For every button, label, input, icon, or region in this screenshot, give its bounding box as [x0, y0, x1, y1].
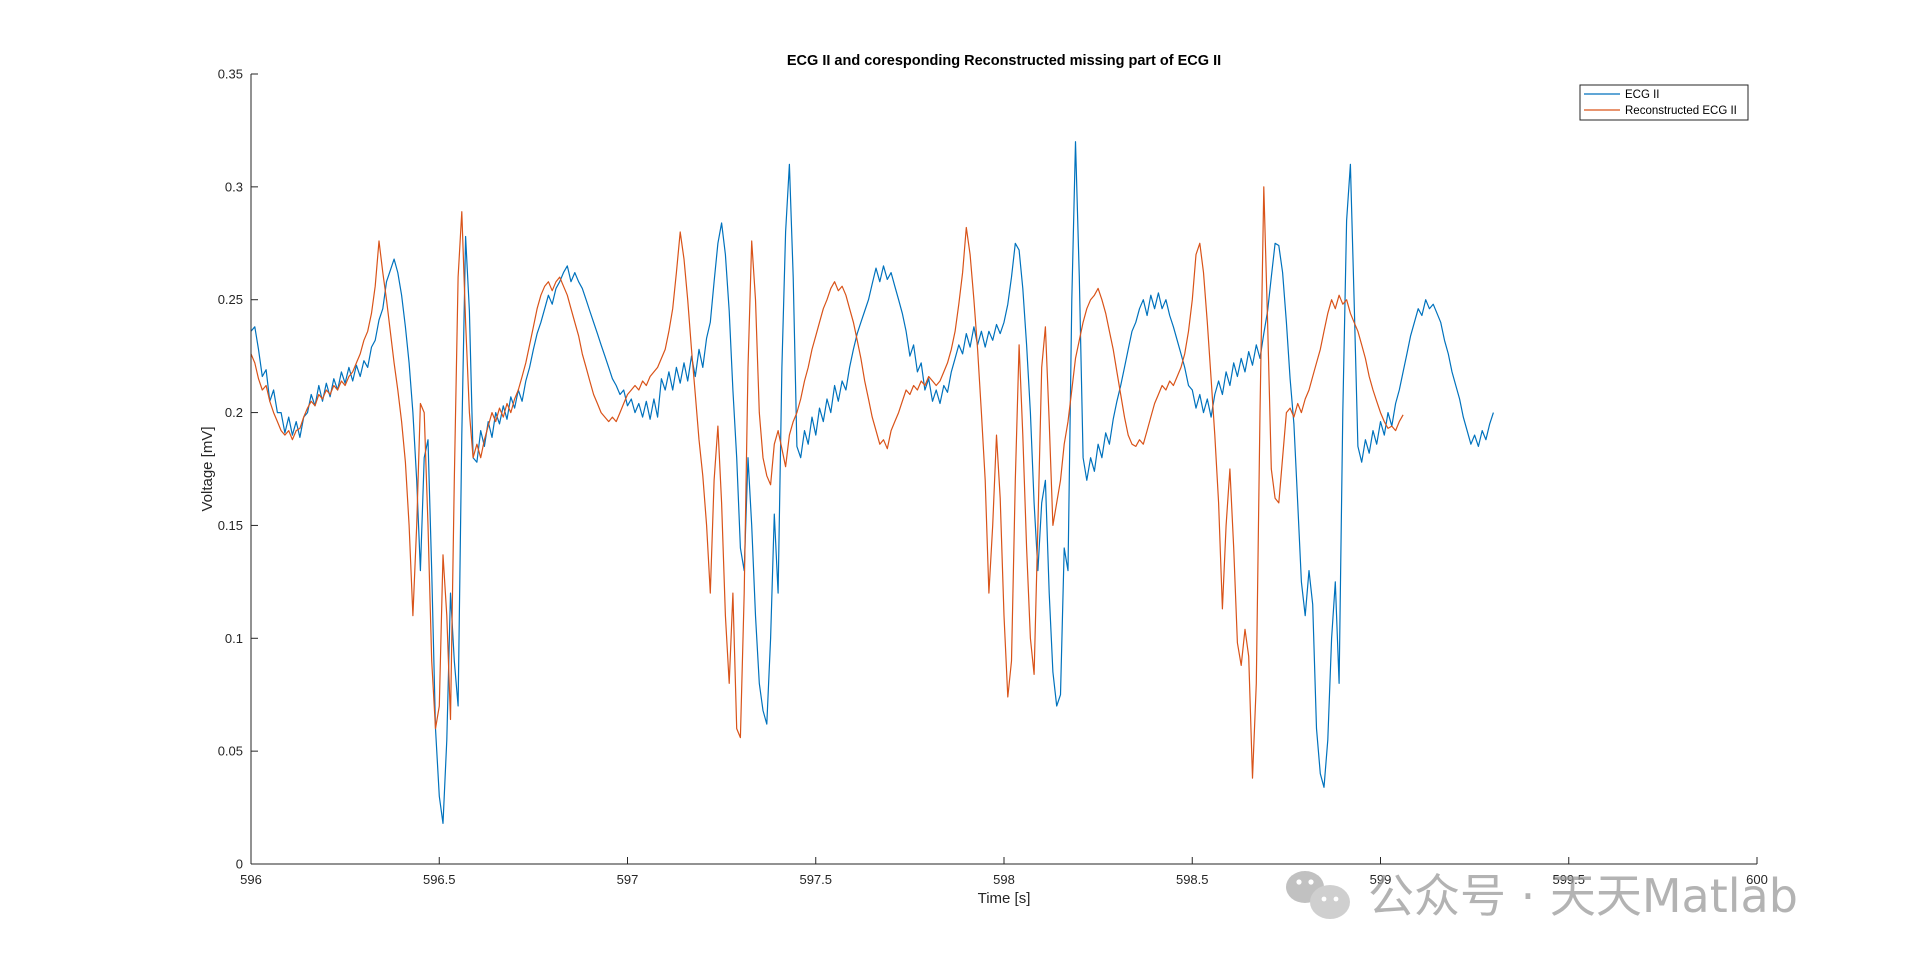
x-tick-label: 600 [1746, 872, 1768, 887]
x-tick-label: 597 [617, 872, 639, 887]
x-axis-ticks: 596 596.5 597 597.5 598 598.5 599 599.5 600 [240, 857, 1768, 887]
series-line-reconstructed-ecg-ii [250, 186, 1404, 779]
series-layer [250, 141, 1494, 824]
x-tick-label: 596 [240, 872, 262, 887]
legend: ECG II Reconstructed ECG II [1579, 84, 1749, 121]
y-tick-label: 0.1 [225, 631, 243, 646]
watermark: 公众号 · 天天Matlab [1286, 869, 1798, 923]
x-tick-label: 596.5 [423, 872, 456, 887]
y-tick-label: 0.3 [225, 179, 243, 194]
y-tick-label: 0.15 [218, 518, 243, 533]
wechat-icon [1286, 871, 1350, 919]
legend-label-reconstructed: Reconstructed ECG II [1625, 105, 1737, 117]
x-tick-label: 597.5 [799, 872, 832, 887]
x-tick-label: 599 [1370, 872, 1392, 887]
x-tick-label: 598 [993, 872, 1015, 887]
y-tick-label: 0.35 [218, 67, 243, 82]
watermark-text: 公众号 · 天天Matlab [1368, 869, 1798, 923]
x-tick-label: 598.5 [1176, 872, 1209, 887]
chart-title: ECG II and coresponding Reconstructed mi… [787, 53, 1221, 69]
y-axis-label: Voltage [mV] [199, 426, 216, 511]
series-line-ecg-ii [250, 141, 1494, 824]
x-axis-label: Time [s] [978, 890, 1031, 907]
y-tick-label: 0.25 [218, 292, 243, 307]
legend-box [1579, 84, 1749, 121]
y-axis-ticks: 0 0.05 0.1 0.15 0.2 0.25 0.3 0.35 [218, 67, 258, 872]
y-tick-label: 0.05 [218, 744, 243, 759]
legend-label-ecg-ii: ECG II [1625, 89, 1660, 101]
plot-area: 596 596.5 597 597.5 598 598.5 599 599.5 600 0 0.0… [218, 67, 1768, 888]
y-tick-label: 0.2 [225, 405, 243, 420]
y-tick-label: 0 [236, 857, 243, 872]
x-tick-label: 599.5 [1552, 872, 1585, 887]
